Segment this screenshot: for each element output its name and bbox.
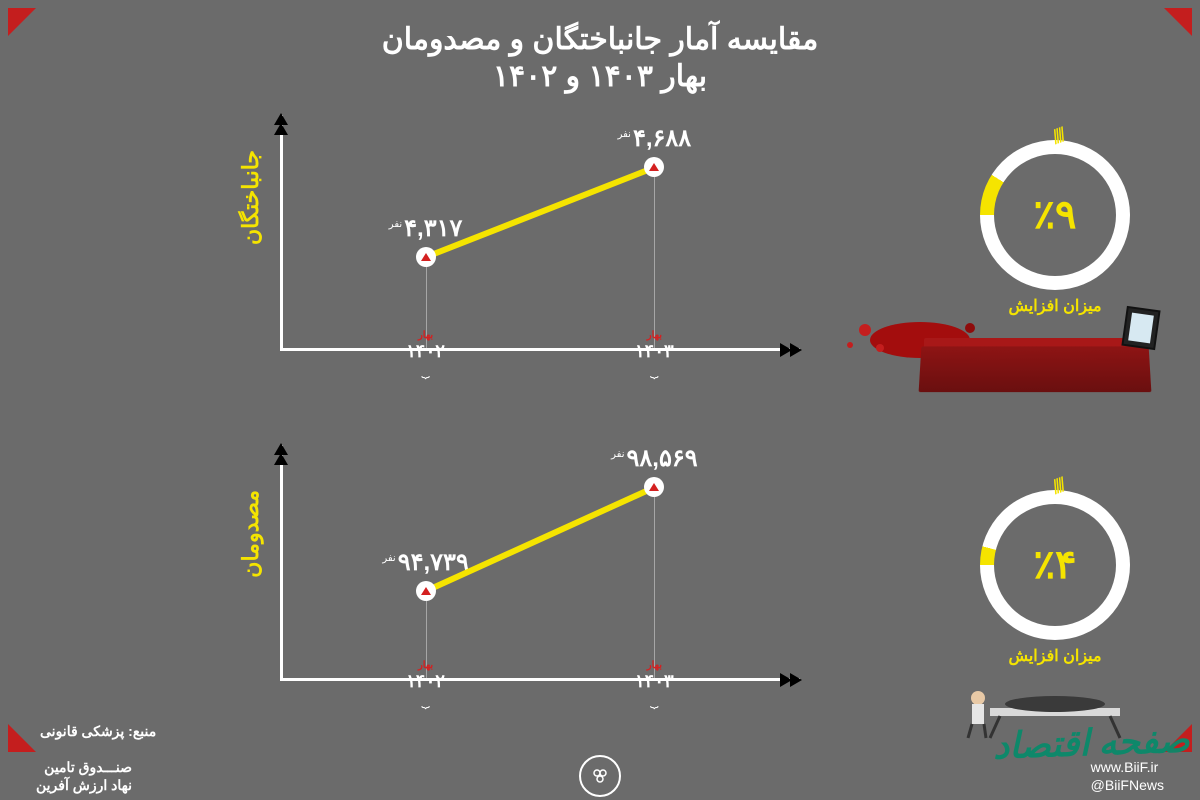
y-axis [280, 445, 283, 681]
x-tick-bracket: ⏟ [635, 362, 674, 379]
x-tick: بهار۱۴۰۲⏟ [406, 330, 445, 379]
data-point [644, 157, 664, 177]
x-tick: بهار۱۴۰۳⏟ [635, 330, 674, 379]
data-point [644, 477, 664, 497]
arrow-up-icon [274, 123, 288, 135]
x-tick-year: ۱۴۰۲ [406, 671, 445, 692]
chart-casualties: بهار۱۴۰۲⏟۴,۳۱۷نفربهار۱۴۰۳⏟۴,۶۸۸نفر [280, 115, 800, 375]
title-line-2: بهار ۱۴۰۳ و ۱۴۰۲ [40, 59, 1160, 94]
title-line-1: مقایسه آمار جانباختگان و مصدومان [40, 22, 1160, 57]
x-tick-bracket: ⏟ [406, 692, 445, 709]
up-triangle-icon [649, 483, 659, 491]
grid-line [654, 485, 655, 679]
footer-org-line2: نهاد ارزش آفرین [36, 776, 132, 794]
value-label: ۹۸,۵۶۹نفر [611, 444, 697, 473]
footer-org: صنـــدوق تامین نهاد ارزش آفرین [36, 758, 132, 794]
x-tick-season: بهار [635, 660, 674, 671]
x-axis [280, 348, 800, 351]
coffin-icon [920, 330, 1150, 392]
ring-caption: میزان افزایش [970, 646, 1140, 666]
ring-percent: ٪۴ [1034, 542, 1077, 588]
x-tick-season: بهار [406, 660, 445, 671]
ring-gauge: //// ٪۴ [980, 490, 1130, 640]
chart1-axis-label: جانباختگان [238, 150, 264, 245]
chart-injured: بهار۱۴۰۲⏟۹۴,۷۳۹نفربهار۱۴۰۳⏟۹۸,۵۶۹نفر [280, 445, 800, 705]
ring-hatch-decor: //// [1049, 125, 1066, 150]
data-point [416, 581, 436, 601]
footer-org-line1: صنـــدوق تامین [36, 758, 132, 776]
x-tick-season: بهار [635, 330, 674, 341]
ring-gauge: //// ٪۹ [980, 140, 1130, 290]
x-tick-year: ۱۴۰۲ [406, 341, 445, 362]
x-tick: بهار۱۴۰۲⏟ [406, 660, 445, 709]
value-label: ۴,۶۸۸نفر [618, 124, 692, 153]
arrow-up-icon [274, 453, 288, 465]
grid-line [654, 165, 655, 349]
data-point [416, 247, 436, 267]
source-label: منبع: پزشکی قانونی [40, 723, 156, 740]
corner-decor [8, 8, 36, 36]
footer-handle: @BiiFNews [1091, 776, 1164, 794]
value-label: ۴,۳۱۷نفر [389, 214, 463, 243]
y-axis [280, 115, 283, 351]
arrow-right-icon [780, 673, 792, 687]
x-tick-bracket: ⏟ [406, 362, 445, 379]
x-tick-year: ۱۴۰۳ [635, 341, 674, 362]
ring-caption: میزان افزایش [970, 296, 1140, 316]
ring-percent: ٪۹ [1034, 192, 1077, 238]
ring-hatch-decor: //// [1049, 475, 1066, 500]
page-title: مقایسه آمار جانباختگان و مصدومان بهار ۱۴… [40, 22, 1160, 94]
footer-logo-icon [579, 755, 621, 797]
x-tick: بهار۱۴۰۳⏟ [635, 660, 674, 709]
up-triangle-icon [421, 587, 431, 595]
x-axis [280, 678, 800, 681]
increase-ring-casualties: //// ٪۹ میزان افزایش [970, 140, 1140, 316]
x-tick-bracket: ⏟ [635, 692, 674, 709]
corner-decor [8, 724, 36, 752]
trend-line [424, 485, 655, 594]
x-tick-year: ۱۴۰۳ [635, 671, 674, 692]
up-triangle-icon [649, 163, 659, 171]
increase-ring-injured: //// ٪۴ میزان افزایش [970, 490, 1140, 666]
up-triangle-icon [421, 253, 431, 261]
photo-frame-icon [1121, 306, 1160, 350]
watermark: صفحه اقتصاد [993, 719, 1191, 768]
corner-decor [1164, 8, 1192, 36]
x-tick-season: بهار [406, 330, 445, 341]
chart2-axis-label: مصدومان [238, 490, 264, 578]
arrow-right-icon [780, 343, 792, 357]
trend-line [424, 164, 655, 259]
